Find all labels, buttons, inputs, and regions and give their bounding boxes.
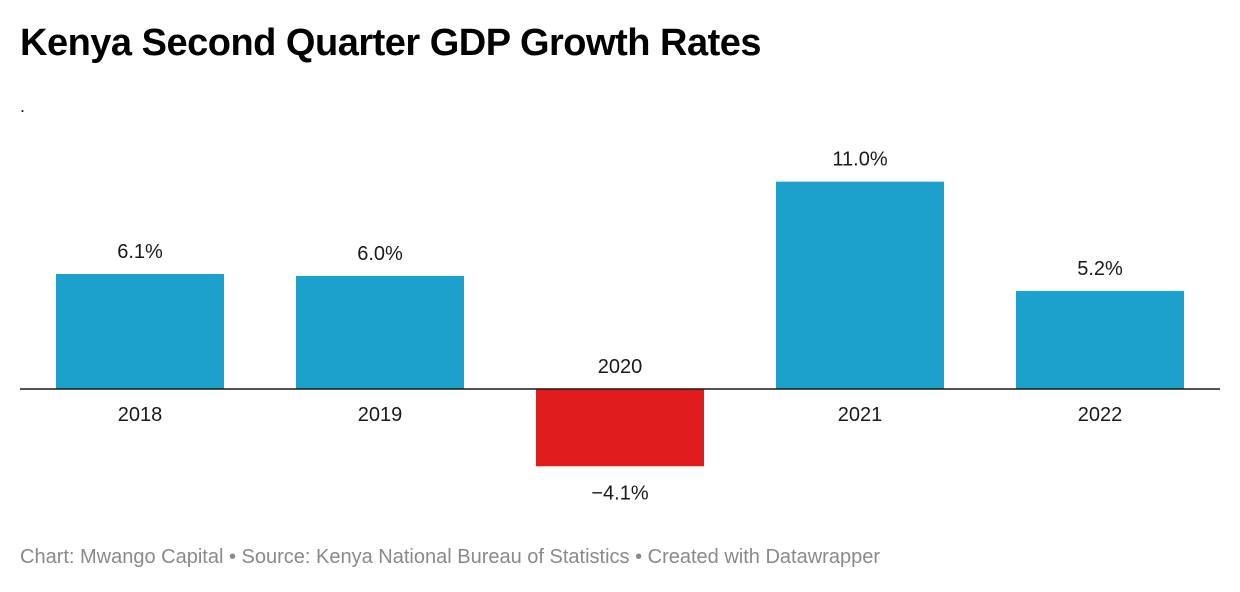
value-label-2020: −4.1% [591,482,648,504]
category-label-2018: 2018 [118,404,163,426]
value-label-2022: 5.2% [1077,258,1123,280]
bar-2020 [536,389,704,467]
bar-2018 [56,274,224,389]
category-label-2022: 2022 [1078,404,1123,426]
value-label-2021: 11.0% [832,149,887,171]
category-label-2021: 2021 [838,404,883,426]
value-label-2018: 6.1% [117,241,163,263]
chart-title: Kenya Second Quarter GDP Growth Rates [20,22,762,64]
value-label-2019: 6.0% [357,243,403,265]
bar-2021 [776,181,944,389]
labels-group: 6.1% 2018 6.0% 2019 −4.1% 2020 11.0% 2021 5.2% 20… [117,149,1123,505]
bar-2022 [1016,290,1184,389]
category-label-2020: 2020 [598,356,643,378]
chart-subtitle: . [20,96,26,116]
category-label-2019: 2019 [358,404,403,426]
chart-footer: Chart: Mwango Capital • Source: Kenya Na… [20,546,880,568]
bars-group [56,181,1184,467]
bar-2019 [296,275,464,389]
